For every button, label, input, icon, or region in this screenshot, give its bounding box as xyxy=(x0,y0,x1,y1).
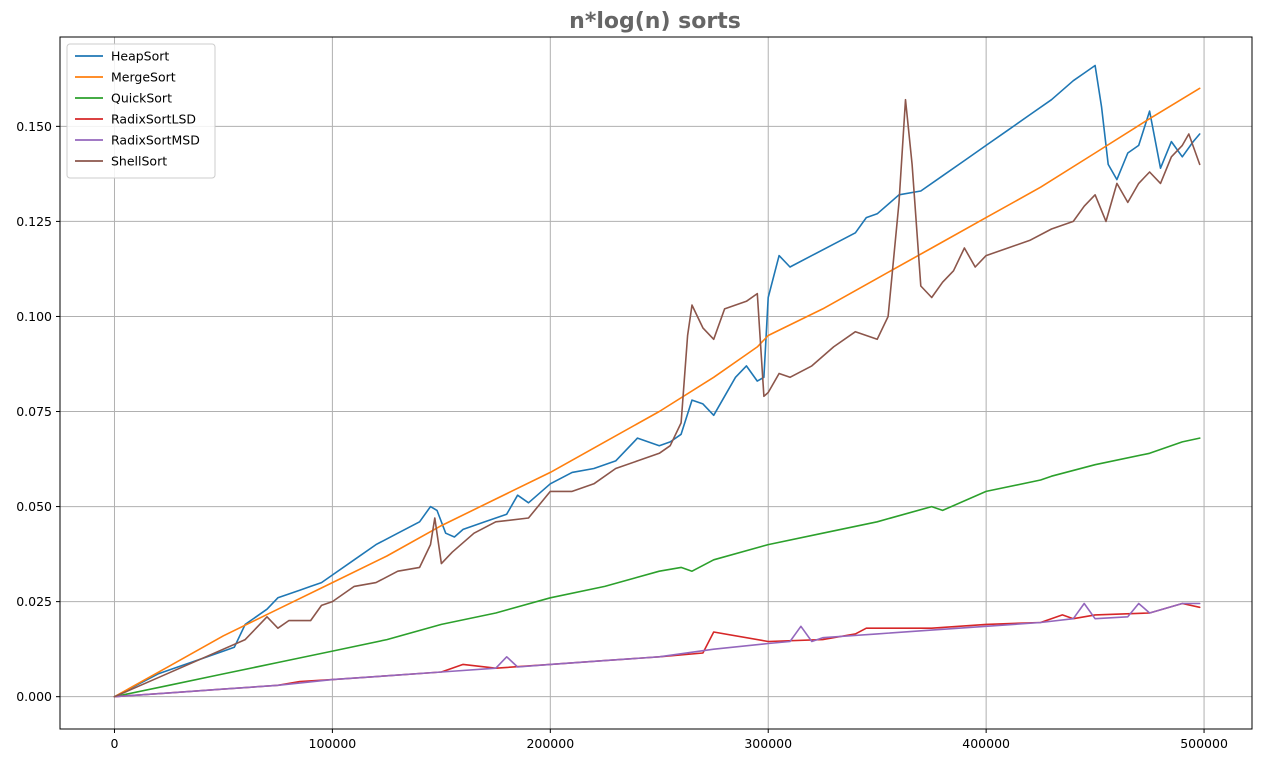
legend-label: ShellSort xyxy=(111,154,167,169)
x-tick-label: 100000 xyxy=(309,736,357,751)
y-tick-label: 0.125 xyxy=(16,214,52,229)
legend-label: MergeSort xyxy=(111,70,176,85)
x-tick-label: 200000 xyxy=(526,736,574,751)
legend-label: RadixSortLSD xyxy=(111,112,196,127)
series-line-radixsortlsd xyxy=(113,602,1201,698)
series-lines xyxy=(113,64,1201,698)
y-tick-label: 0.000 xyxy=(16,689,52,704)
y-tick-label: 0.100 xyxy=(16,309,52,324)
series-line-shellsort xyxy=(113,98,1201,698)
x-tick-label: 400000 xyxy=(962,736,1010,751)
chart-title: n*log(n) sorts xyxy=(569,9,741,34)
legend-label: QuickSort xyxy=(111,91,172,106)
series-line-radixsortmsd xyxy=(113,602,1201,698)
legend: HeapSort MergeSort QuickSort RadixSortLSD Ra… xyxy=(66,43,216,179)
x-tick-label: 500000 xyxy=(1180,736,1228,751)
y-tick-label: 0.150 xyxy=(16,119,52,134)
y-tick-label: 0.050 xyxy=(16,499,52,514)
plot-area-frame xyxy=(59,36,1253,730)
legend-label: HeapSort xyxy=(111,49,169,64)
y-tick-label: 0.075 xyxy=(16,404,52,419)
y-tick-label: 0.025 xyxy=(16,594,52,609)
series-line-quicksort xyxy=(113,437,1201,698)
x-axis-ticks: 0 100000 200000 300000 400000 500000 xyxy=(111,729,1228,751)
grid xyxy=(60,37,1252,729)
series-line-mergesort xyxy=(113,87,1201,698)
legend-box xyxy=(66,43,216,179)
x-tick-label: 0 xyxy=(111,736,119,751)
y-axis-ticks: 0.000 0.025 0.050 0.075 0.100 0.125 0.150 xyxy=(16,119,60,704)
legend-label: RadixSortMSD xyxy=(111,133,200,148)
x-tick-label: 300000 xyxy=(744,736,792,751)
series-line-heapsort xyxy=(113,64,1201,698)
